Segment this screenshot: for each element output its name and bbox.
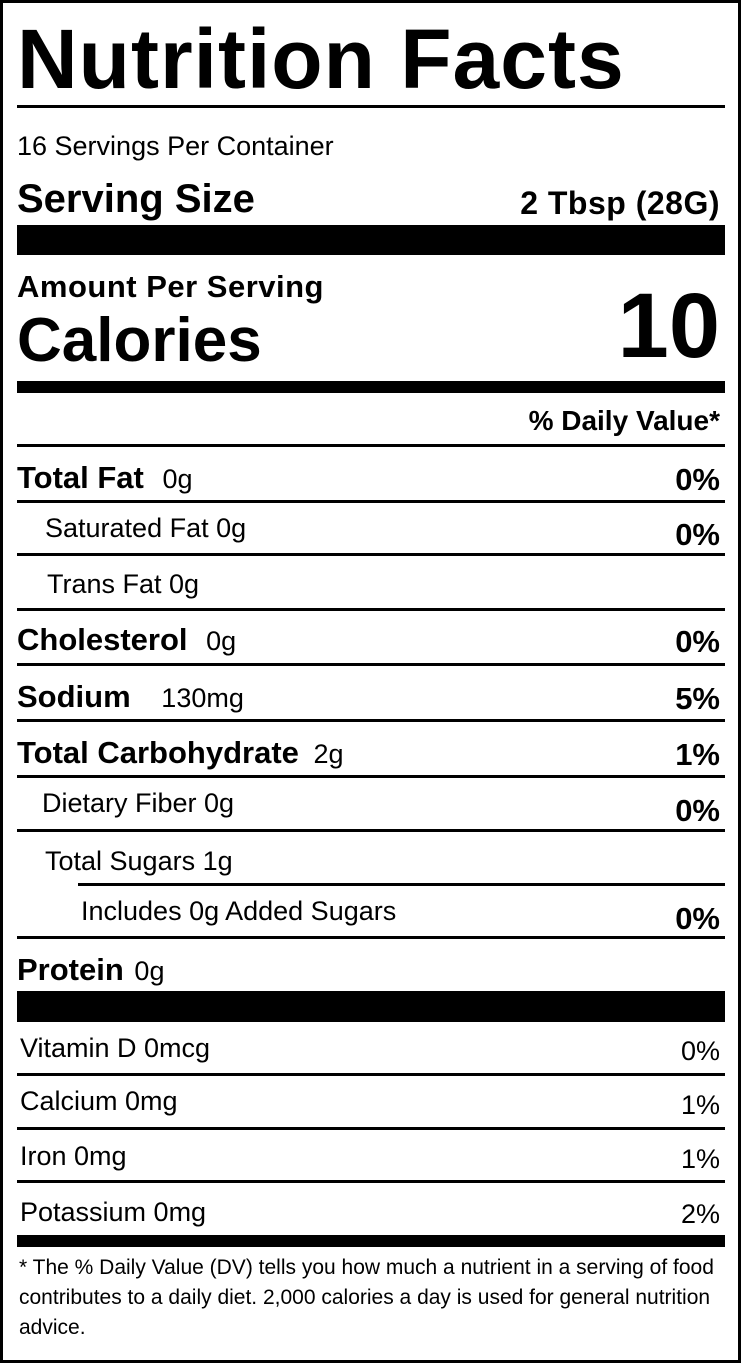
divider: [17, 553, 725, 556]
nutrient-row-dietary-fiber: Dietary Fiber 0g: [42, 788, 235, 818]
nutrient-amount: 130mg: [161, 683, 244, 713]
vitamin-dv: 1%: [680, 1090, 720, 1120]
divider: [17, 936, 725, 939]
vitamin-row-calcium: Calcium 0mg: [20, 1086, 178, 1116]
nutrient-label: Protein: [17, 952, 124, 987]
servings-per-container: 16 Servings Per Container: [17, 131, 334, 161]
nutrient-dv: 0%: [675, 793, 720, 828]
divider: [17, 829, 725, 832]
nutrient-dv: 0%: [675, 624, 720, 659]
divider: [17, 500, 725, 503]
thick-divider: [17, 225, 725, 255]
calories-value: 10: [617, 275, 720, 377]
divider: [17, 1180, 725, 1183]
thick-divider: [17, 1235, 725, 1247]
nutrient-row-protein: Protein 0g: [17, 954, 164, 985]
serving-size-label: Serving Size: [17, 177, 255, 221]
title: Nutrition Facts: [17, 12, 625, 106]
footnote: * The % Daily Value (DV) tells you how m…: [19, 1256, 714, 1339]
nutrient-row-total-sugars: Total Sugars 1g: [45, 846, 233, 876]
divider: [17, 608, 725, 611]
thick-divider: [17, 381, 725, 393]
amount-per-serving: Amount Per Serving: [17, 269, 324, 304]
nutrient-row-total-fat: Total Fat 0g: [17, 462, 193, 493]
divider: [17, 105, 725, 108]
nutrient-row-added-sugars: Includes 0g Added Sugars: [81, 896, 397, 926]
vitamin-row-iron: Iron 0mg: [20, 1141, 127, 1171]
divider: [17, 444, 725, 447]
nutrient-amount: 0g: [134, 956, 165, 986]
daily-value-header: % Daily Value*: [528, 405, 720, 436]
nutrient-row-trans-fat: Trans Fat 0g: [47, 569, 200, 599]
nutrient-amount: 0g: [162, 464, 193, 494]
vitamin-dv: 1%: [680, 1144, 720, 1174]
nutrient-label: Cholesterol: [17, 622, 188, 657]
nutrient-dv: 1%: [675, 737, 720, 772]
nutrient-amount: 2g: [313, 739, 344, 769]
divider: [17, 663, 725, 666]
nutrient-label: Total Fat: [17, 460, 144, 495]
serving-size-value: 2 Tbsp (28G): [520, 185, 720, 221]
nutrient-dv: 0%: [675, 517, 720, 552]
nutrient-dv: 0%: [675, 901, 720, 936]
vitamin-dv: 0%: [680, 1036, 720, 1066]
divider: [17, 1073, 725, 1076]
thick-divider: [17, 991, 725, 1022]
nutrient-row-saturated-fat: Saturated Fat 0g: [45, 513, 247, 543]
vitamin-dv: 2%: [680, 1199, 720, 1229]
divider: [17, 1127, 725, 1130]
calories-label: Calories: [17, 306, 262, 375]
nutrient-label: Sodium: [17, 679, 131, 714]
divider: [17, 719, 725, 722]
nutrient-label: Total Carbohydrate: [17, 735, 299, 770]
nutrient-row-cholesterol: Cholesterol 0g: [17, 624, 236, 655]
nutrient-amount: 0g: [206, 626, 237, 656]
divider: [78, 883, 725, 886]
nutrient-row-sodium: Sodium 130mg: [17, 681, 244, 712]
nutrient-row-total-carbohydrate: Total Carbohydrate 2g: [17, 737, 344, 768]
nutrient-dv: 5%: [675, 681, 720, 716]
vitamin-row-vitamin-d: Vitamin D 0mcg: [20, 1033, 211, 1063]
nutrient-dv: 0%: [675, 462, 720, 497]
vitamin-row-potassium: Potassium 0mg: [20, 1197, 207, 1227]
divider: [17, 775, 725, 778]
